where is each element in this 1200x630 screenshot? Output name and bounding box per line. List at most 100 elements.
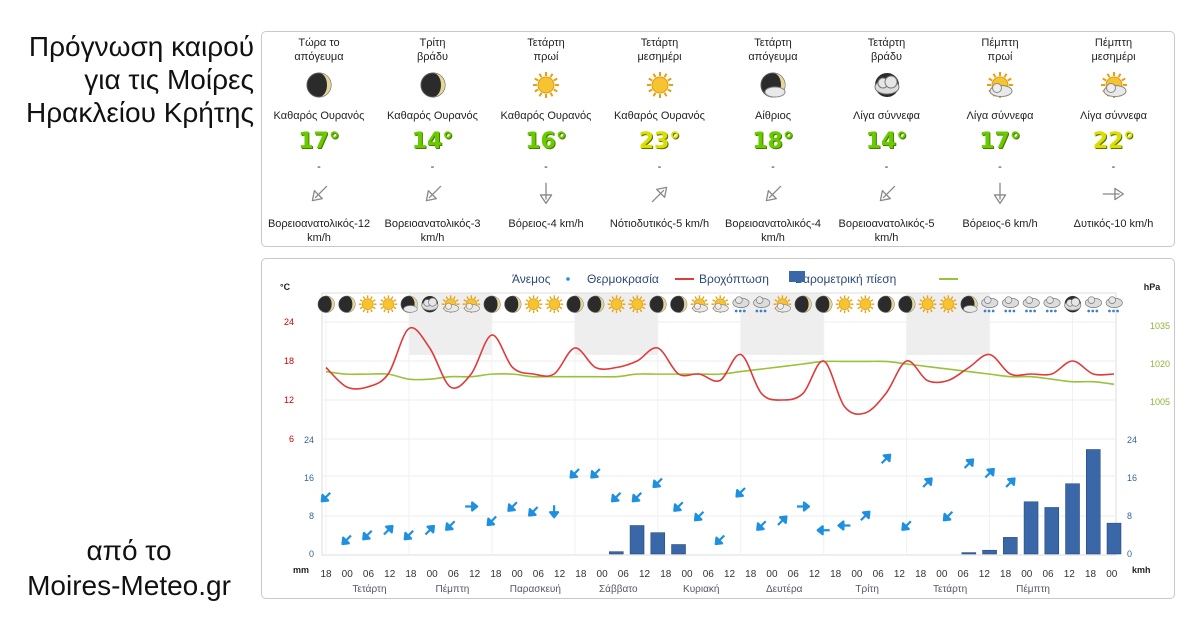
forecast-period: Πέμπτη μεσημέρι [1057,36,1171,64]
wind-arrow [486,515,497,527]
forecast-period: Τώρα το απόγευμα [262,36,376,64]
wind-arrow [445,520,456,531]
wind-arrow [693,510,705,522]
wind-arrow [673,501,684,512]
title-line: Πρόγνωση καιρού [28,31,254,62]
hour-tick: 18 [1000,569,1012,580]
sun-icon [918,295,937,314]
wind-arrow [942,510,954,522]
hour-tick: 18 [405,569,417,580]
hour-tick: 12 [809,569,821,580]
forecast-rain: - [1111,161,1116,173]
legend-label: Βροχόπτωση [699,272,769,286]
sun-icon [533,72,559,98]
wind-arrow [963,458,975,469]
rain-icon [1022,296,1040,313]
sun-cloud-icon [441,295,460,314]
rain-icon [1105,296,1123,313]
hour-tick: 12 [1064,569,1076,580]
wind-arrow [383,524,394,536]
period-line: βράδυ [416,51,449,63]
hour-tick: 00 [936,569,948,580]
rain-bar [671,544,686,555]
moon-cloud-icon [400,295,418,313]
period-line: απόγευμα [748,51,798,63]
rain-icon [753,296,771,313]
sun-icon [835,295,854,314]
moon-icon [877,295,895,313]
rain-icon [1043,296,1061,313]
moon-cloud-icon [760,72,786,98]
hour-tick: 06 [448,569,460,580]
hour-tick: 18 [745,569,757,580]
sun-icon [358,295,377,314]
source-credit: από το Moires-Meteo.gr [0,533,258,603]
rain-axis-tick: 8 [309,511,314,521]
wind-line: km/h [420,232,445,244]
period-line: μεσημέρι [637,51,682,63]
rain-bar [1044,507,1060,555]
wind-axis-tick: 0 [1127,549,1132,559]
forecast-column: Τετάρτη πρωί Καθαρός Ουρανός 16° - Βόρειος-4 … [489,32,603,248]
wind-arrow-icon [993,182,1007,204]
wind-arrow [652,477,663,489]
title-line: Ηρακλείου Κρήτης [25,97,254,128]
hour-tick: 18 [575,569,587,580]
forecast-condition: Λίγα σύννεφα [966,110,1034,122]
sun-icon [524,295,543,314]
wind-arrow [528,506,539,517]
forecast-wind: Νότιοδυτικός-5 km/h [603,217,717,231]
forecast-temperature: 18° [752,129,794,154]
period-line: πρωί [987,51,1013,63]
hour-tick: 06 [873,569,885,580]
temp-axis-tick: 12 [284,395,294,405]
forecast-icon [758,70,788,100]
forecast-period: Τετάρτη πρωί [489,36,603,64]
forecast-wind: Βορειοανατολικός-3 km/h [376,217,490,245]
forecast-icon [531,70,561,100]
wind-arrow-icon [879,185,895,202]
hour-tick: 12 [469,569,481,580]
hour-tick: 06 [618,569,630,580]
day-label: Τετάρτη [933,583,967,595]
forecast-icon [418,70,448,100]
hour-tick: 18 [660,569,672,580]
day-label: Τετάρτη [352,583,386,595]
rain-icon [732,296,750,313]
wind-arrow [756,520,767,531]
hour-tick: 12 [724,569,736,580]
forecast-column: Τετάρτη μεσημέρι Καθαρός Ουρανός 23° - Νότιοδ… [603,32,717,248]
period-line: μεσημέρι [1091,51,1136,63]
wind-arrow [816,525,830,536]
wind-arrow-icon [651,186,667,203]
wind-arrow [631,491,643,503]
moon-icon [587,295,605,313]
period-line: Πέμπτη [981,37,1019,49]
period-line: Τετάρτη [754,37,792,49]
forecast-condition: Καθαρός Ουρανός [614,110,705,122]
forecast-rain: - [657,161,662,173]
moon-icon [317,295,335,313]
day-label: Πέμπτη [1016,583,1050,595]
hour-tick: 00 [1106,569,1118,580]
forecast-temperature: 17° [298,129,340,154]
sun-cloud-icon [690,295,709,314]
day-label: Σάββατο [599,583,638,595]
wind-arrow [922,477,933,488]
moon-icon [794,295,812,313]
forecast-panel: Τώρα το απόγευμα Καθαρός Ουρανός 17° - Βορειο… [261,31,1175,247]
wind-arrow [507,501,518,512]
legend-wind-marker [566,277,570,281]
wind-arrow [610,491,622,503]
moon-cloud-icon [960,295,978,313]
plot-area [321,292,1117,556]
hour-tick: 00 [681,569,693,580]
rain-bar [629,525,645,555]
moon-icon [483,295,501,313]
wind-arrow [735,487,746,498]
sun-cloud-icon [462,295,481,314]
hour-tick: 12 [554,569,566,580]
wind-line: Νότιοδυτικός-5 km/h [609,218,710,230]
wind-axis-tick: 8 [1127,511,1132,521]
temperature-line [325,326,1115,415]
